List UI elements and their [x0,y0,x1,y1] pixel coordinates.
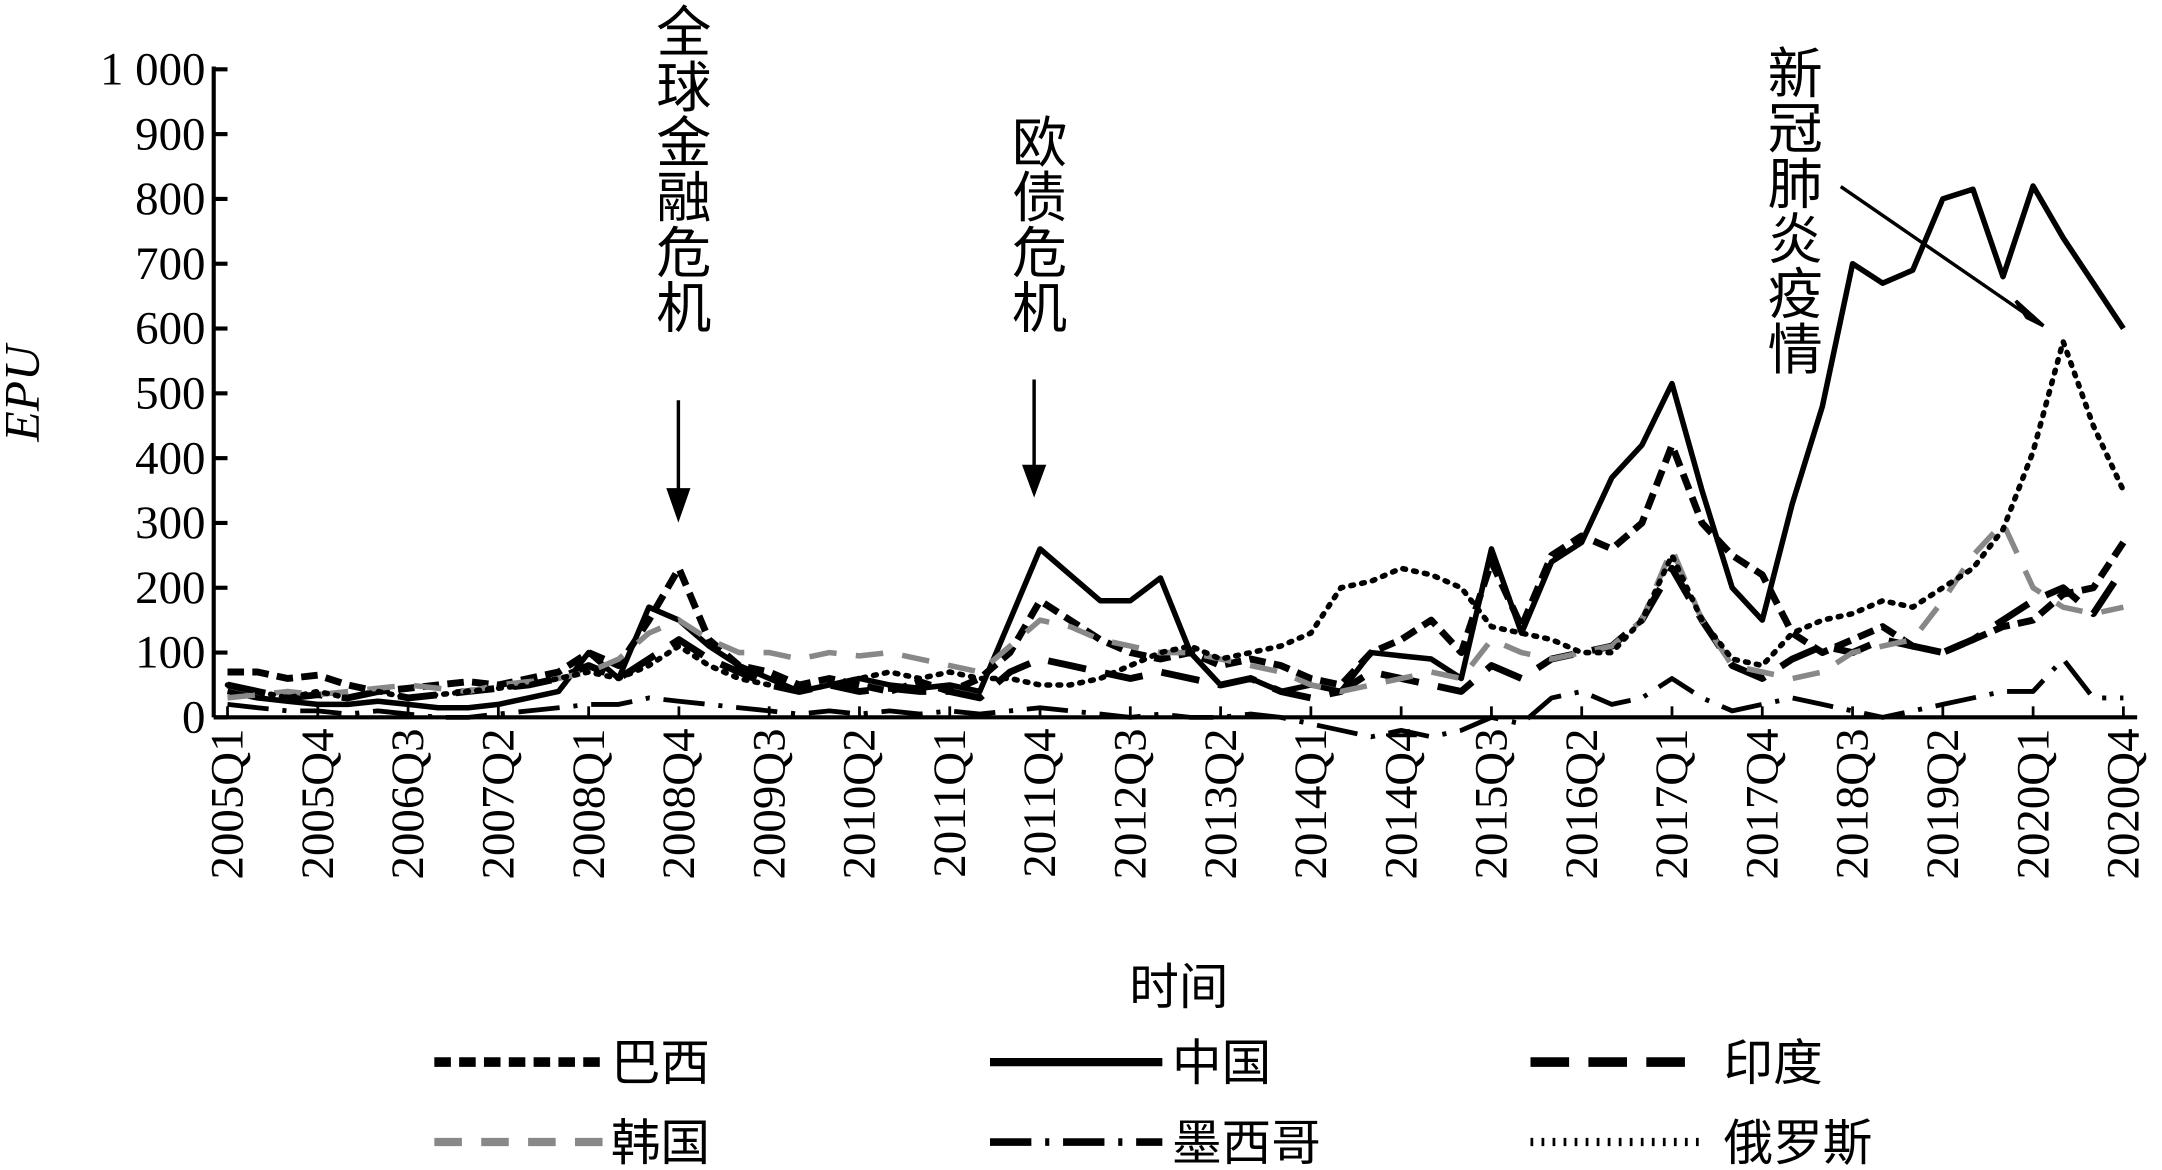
y-tick-label: 900 [135,108,205,160]
x-tick-label: 2019Q2 [1917,728,1969,879]
y-tick-label: 100 [135,627,205,679]
annotation-arrows [666,185,2045,523]
x-tick-label: 2008Q4 [653,728,705,879]
series-line [224,338,2127,701]
x-tick-label: 2005Q4 [292,728,344,879]
y-tick-label: 200 [135,562,205,614]
y-tick-label: 0 [182,692,205,744]
x-tick-label: 2010Q2 [834,728,886,879]
x-tick-label: 2006Q3 [382,728,434,879]
x-tick-label: 2014Q4 [1375,728,1427,879]
annotation: 欧债危机 [1004,113,1067,334]
x-tick-label: 2020Q4 [2098,728,2150,879]
y-tick-label: 800 [135,173,205,225]
y-tick-label: 300 [135,497,205,549]
series-line [227,520,2124,701]
x-tick-label: 2005Q1 [202,728,254,879]
legend-label: 印度 [1724,1036,1823,1091]
x-tick-label: 2017Q4 [1736,728,1788,879]
y-tick-label: 400 [135,432,205,484]
y-tick-label: 600 [135,303,205,355]
x-tick-label: 2009Q3 [743,728,795,879]
series-line [227,656,2124,740]
legend-label: 俄罗斯 [1724,1116,1873,1170]
x-tick-label: 2020Q1 [2007,728,2059,879]
x-tick-label: 2017Q1 [1646,728,1698,879]
x-tick-label: 2016Q2 [1556,728,1608,879]
x-tick-label: 2018Q3 [1827,728,1879,879]
x-tick-label: 2011Q4 [1014,728,1066,877]
x-tick-label: 2007Q2 [473,728,525,879]
x-tick-label: 2008Q1 [563,728,615,879]
y-axis-label: EPU [0,342,50,443]
y-tick-label: 500 [135,368,205,420]
legend-label: 中国 [1172,1036,1271,1091]
legend-label: 墨西哥 [1172,1116,1321,1170]
legend-label: 巴西 [611,1036,710,1091]
annotation: 全球金融危机 [648,3,711,334]
legend-label: 韩国 [611,1116,710,1170]
arrowhead [2014,299,2045,328]
x-tick-label: 2012Q3 [1104,728,1156,879]
x-tick-label: 2014Q1 [1285,728,1337,879]
annotation: 新冠肺炎疫情 [1759,45,1822,376]
arrow [1839,185,2028,317]
x-tick-label: 2011Q1 [924,728,976,877]
x-axis-label: 时间 [1129,960,1228,1015]
series-line [226,183,2126,711]
x-tick-label: 2015Q3 [1466,728,1518,879]
arrowhead [1021,464,1047,498]
arrowhead [666,488,691,523]
y-tick-label: 700 [135,238,205,290]
series-line [226,564,2127,702]
y-tick-label: 1 000 [100,43,205,95]
x-tick-label: 2013Q2 [1195,728,1247,879]
